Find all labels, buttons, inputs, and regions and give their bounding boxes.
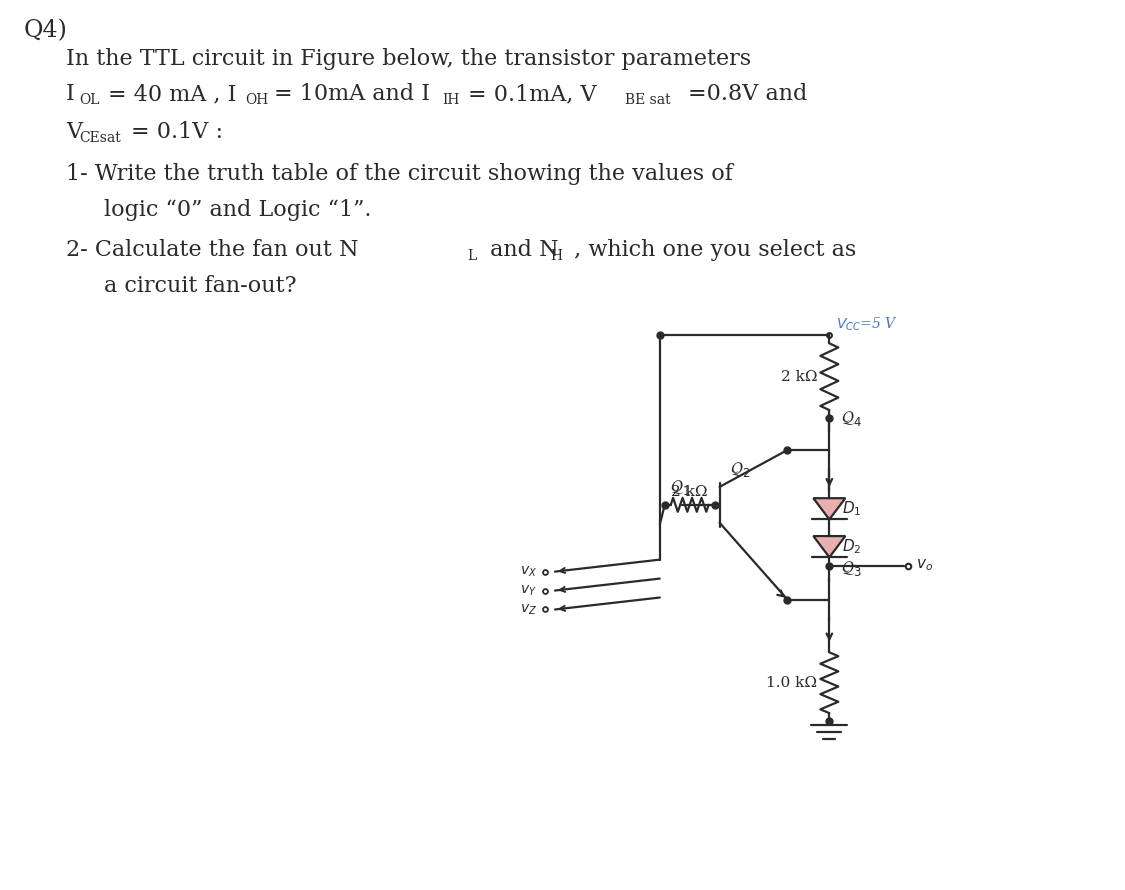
Text: logic “0” and Logic “1”.: logic “0” and Logic “1”. — [105, 198, 371, 221]
Text: 2 kΩ: 2 kΩ — [781, 369, 818, 384]
Text: $v_Y$: $v_Y$ — [520, 583, 537, 598]
Text: IH: IH — [442, 93, 460, 107]
Text: $\mathcal{Q}_4$: $\mathcal{Q}_4$ — [842, 409, 863, 428]
Text: OH: OH — [245, 93, 268, 107]
Text: L: L — [467, 248, 477, 263]
Text: = 0.1V :: = 0.1V : — [132, 121, 223, 143]
Text: CEsat: CEsat — [80, 131, 122, 145]
Text: 1.0 kΩ: 1.0 kΩ — [766, 676, 818, 690]
Text: In the TTL circuit in Figure below, the transistor parameters: In the TTL circuit in Figure below, the … — [66, 48, 752, 70]
Text: $v_o$: $v_o$ — [916, 558, 933, 573]
Text: $v_Z$: $v_Z$ — [520, 603, 537, 617]
Text: V: V — [66, 121, 82, 143]
Text: $\mathcal{Q}_3$: $\mathcal{Q}_3$ — [842, 559, 863, 578]
Text: = 10mA and I: = 10mA and I — [273, 83, 430, 105]
Text: $D_1$: $D_1$ — [843, 499, 862, 518]
Text: = 0.1mA, V: = 0.1mA, V — [468, 83, 597, 105]
Text: $D_2$: $D_2$ — [843, 538, 862, 556]
Text: $\mathcal{Q}_1$: $\mathcal{Q}_1$ — [669, 478, 691, 497]
Text: $\mathcal{Q}_2$: $\mathcal{Q}_2$ — [730, 460, 750, 479]
Text: =0.8V and: =0.8V and — [687, 83, 807, 105]
Text: 2- Calculate the fan out N: 2- Calculate the fan out N — [66, 239, 359, 261]
Text: = 40 mA , I: = 40 mA , I — [108, 83, 236, 105]
Text: OL: OL — [80, 93, 100, 107]
Text: I: I — [66, 83, 75, 105]
Text: $V_{CC}$=5 V: $V_{CC}$=5 V — [836, 316, 898, 334]
Text: 1- Write the truth table of the circuit showing the values of: 1- Write the truth table of the circuit … — [66, 163, 734, 185]
Text: and N: and N — [484, 239, 559, 261]
Text: , which one you select as: , which one you select as — [567, 239, 856, 261]
Polygon shape — [813, 498, 845, 520]
Polygon shape — [813, 536, 845, 557]
Text: BE sat: BE sat — [624, 93, 670, 107]
Text: a circuit fan-out?: a circuit fan-out? — [105, 274, 297, 296]
Text: Q4): Q4) — [24, 20, 68, 43]
Text: $v_X$: $v_X$ — [520, 564, 537, 578]
Text: 2 kΩ: 2 kΩ — [672, 485, 708, 499]
Text: H: H — [550, 248, 562, 263]
